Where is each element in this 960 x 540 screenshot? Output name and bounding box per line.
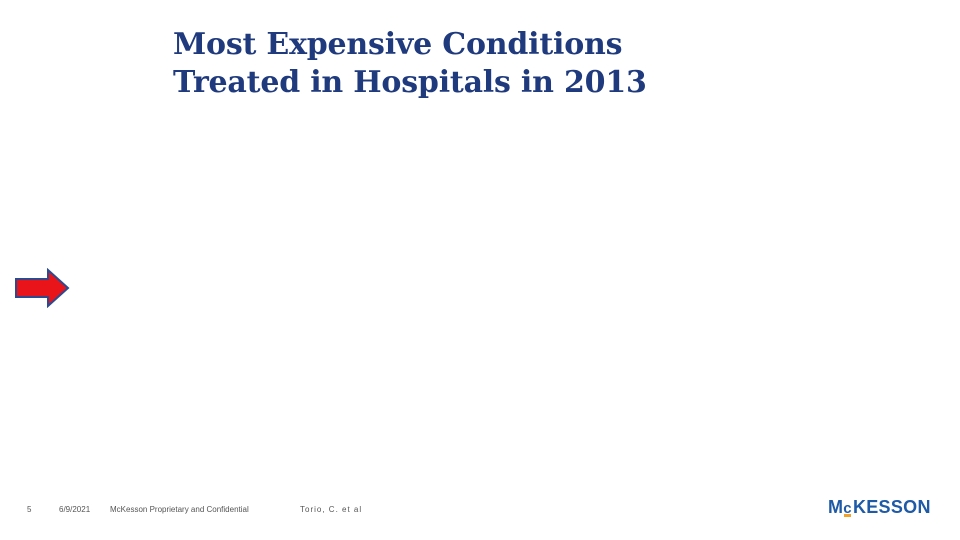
logo-text-c: c: [843, 498, 852, 520]
footer-citation: Torio, C. et al: [300, 505, 363, 514]
slide-title: Most Expensive Conditions Treated in Hos…: [173, 26, 647, 102]
mckesson-logo: McKESSON: [828, 496, 931, 518]
slide-title-line-1: Most Expensive Conditions: [173, 27, 623, 62]
logo-text-m: M: [828, 497, 844, 517]
page-number: 5: [27, 505, 32, 514]
logo-text-kesson: KESSON: [852, 497, 931, 517]
footer-date: 6/9/2021: [59, 505, 91, 514]
footer-confidentiality: McKesson Proprietary and Confidential: [110, 505, 249, 514]
slide-title-line-2: Treated in Hospitals in 2013: [173, 65, 647, 100]
right-arrow-icon: [15, 268, 70, 308]
